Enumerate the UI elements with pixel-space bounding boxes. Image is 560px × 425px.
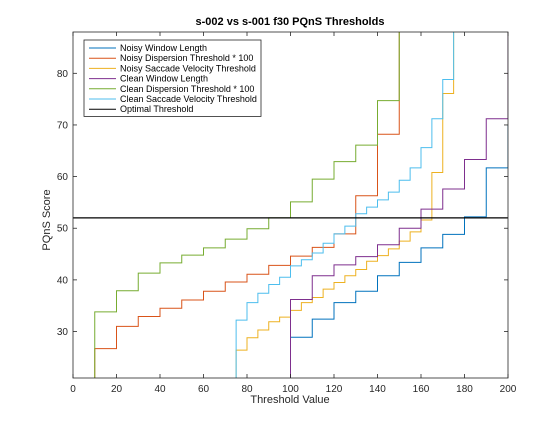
y-tick-label-1: 40 — [57, 275, 69, 286]
x-tick-label-7: 140 — [369, 384, 386, 395]
series-line-3 — [235, 32, 455, 378]
legend-entry-6: Clean Saccade Velocity Threshold — [120, 94, 257, 104]
series-group — [73, 32, 508, 378]
x-axis-label: Threshold Value — [250, 394, 329, 406]
y-tick-label-5: 80 — [57, 69, 69, 80]
series-line-2 — [94, 32, 400, 378]
legend-entry-2: Noisy Dispersion Threshold * 100 — [120, 53, 253, 63]
y-tick-label-2: 50 — [57, 224, 69, 235]
plot-area: 0 20 40 60 80 100 120 140 160 180 200 30 40 50 60 70 80 N… — [57, 31, 517, 395]
x-tick-label-5: 100 — [282, 384, 299, 395]
y-axis-label: PQnS Score — [41, 189, 53, 250]
y-tick-label-4: 70 — [57, 120, 69, 131]
series-line-6 — [235, 32, 455, 378]
legend-entry-3: Noisy Saccade Velocity Threshold — [120, 63, 256, 73]
x-tick-label-6: 120 — [326, 384, 343, 395]
x-tick-label-4: 80 — [241, 384, 253, 395]
x-tick-label-8: 160 — [413, 384, 430, 395]
x-tick-label-0: 0 — [70, 384, 76, 395]
x-tick-label-2: 40 — [154, 384, 166, 395]
x-tick-label-1: 20 — [111, 384, 123, 395]
legend-entry-5: Clean Dispersion Threshold * 100 — [120, 84, 254, 94]
y-tick-label-0: 30 — [57, 327, 69, 338]
y-tick-label-3: 60 — [57, 172, 69, 183]
chart-title: s-002 vs s-001 f30 PQnS Thresholds — [196, 16, 385, 28]
legend-entry-7: Optimal Threshold — [120, 104, 193, 114]
x-tick-label-9: 180 — [456, 384, 473, 395]
series-line-4 — [290, 32, 508, 378]
series-line-5 — [94, 32, 400, 378]
series-line-1 — [290, 124, 508, 378]
legend-entry-1: Noisy Window Length — [120, 43, 207, 53]
x-tick-label-3: 60 — [198, 384, 210, 395]
legend-entry-4: Clean Window Length — [120, 74, 208, 84]
x-tick-label-10: 200 — [500, 384, 517, 395]
